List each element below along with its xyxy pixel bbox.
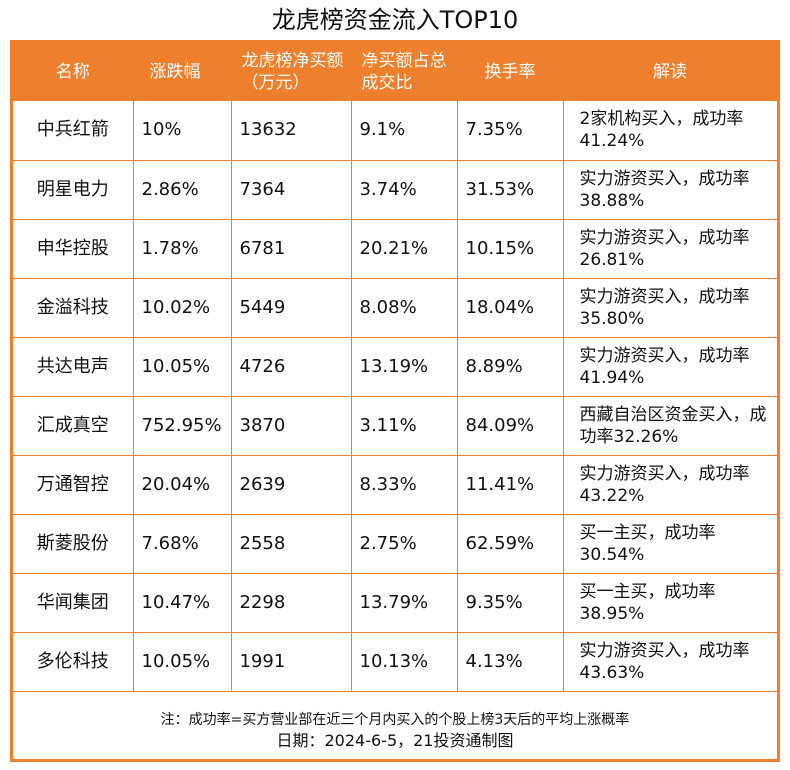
cell-name: 汇成真空 (13, 395, 134, 456)
cell-change: 10.05% (132, 336, 232, 397)
cell-change: 20.04% (132, 454, 232, 515)
table-row: 汇成真空 752.95% 3870 3.11% 84.09% 西藏自治区资金买入，成功率3… (13, 395, 777, 456)
cell-change: 10.05% (132, 631, 232, 692)
cell-change: 10.02% (132, 277, 232, 338)
date-line: 日期：2024-6-5，21投资通制图 (276, 731, 514, 750)
cell-change: 10% (132, 101, 232, 161)
cell-name: 明星电力 (13, 159, 134, 220)
table-row: 共达电声 10.05% 4726 13.19% 8.89% 实力游资买入，成功率41.94… (13, 336, 777, 397)
cell-name: 多伦科技 (13, 631, 134, 692)
cell-ratio: 20.21% (350, 218, 458, 279)
table-header: 名称 涨跌幅 龙虎榜净买额（万元） 净买额占总成交比 换手率 解读 (13, 43, 778, 101)
cell-net-buy: 6781 (230, 218, 352, 279)
table-row: 多伦科技 10.05% 1991 10.13% 4.13% 实力游资买入，成功率43.63… (13, 631, 777, 692)
header-ratio: 净买额占总成交比 (351, 43, 458, 101)
cell-turnover: 9.35% (456, 572, 564, 633)
cell-name: 华闻集团 (13, 572, 134, 633)
cell-name: 万通智控 (13, 454, 134, 515)
cell-ratio: 2.75% (350, 513, 458, 574)
cell-turnover: 7.35% (456, 101, 564, 161)
cell-change: 2.86% (132, 159, 232, 220)
table-row: 斯菱股份 7.68% 2558 2.75% 62.59% 买一主买，成功率30.54% (13, 513, 777, 574)
cell-turnover: 31.53% (456, 159, 564, 220)
table-body: 中兵红箭 10% 13632 9.1% 7.35% 2家机构买入，成功率41.24% 明星电… (13, 101, 777, 692)
table-row: 华闻集团 10.47% 2298 13.79% 9.35% 买一主买，成功率38.95% (13, 572, 777, 633)
cell-note: 西藏自治区资金买入，成功率32.26% (562, 395, 777, 456)
cell-net-buy: 2558 (230, 513, 352, 574)
cell-turnover: 11.41% (456, 454, 564, 515)
footer: 注：成功率=买方营业部在近三个月内买入的个股上榜3天后的平均上涨概率 日期：20… (13, 704, 777, 752)
header-change: 涨跌幅 (133, 43, 232, 101)
cell-net-buy: 13632 (230, 101, 352, 161)
table-frame: 名称 涨跌幅 龙虎榜净买额（万元） 净买额占总成交比 换手率 解读 中兵红箭 10… (10, 40, 780, 762)
cell-name: 金溢科技 (13, 277, 134, 338)
footnote: 注：成功率=买方营业部在近三个月内买入的个股上榜3天后的平均上涨概率 (160, 712, 630, 728)
cell-turnover: 10.15% (456, 218, 564, 279)
cell-name: 中兵红箭 (13, 101, 134, 161)
cell-note: 实力游资买入，成功率38.88% (562, 159, 777, 220)
cell-note: 实力游资买入，成功率43.63% (562, 631, 777, 692)
cell-net-buy: 2298 (230, 572, 352, 633)
table-row: 申华控股 1.78% 6781 20.21% 10.15% 实力游资买入，成功率26.81… (13, 218, 777, 279)
cell-ratio: 10.13% (350, 631, 458, 692)
cell-change: 7.68% (132, 513, 232, 574)
cell-turnover: 84.09% (456, 395, 564, 456)
table-row: 金溢科技 10.02% 5449 8.08% 18.04% 实力游资买入，成功率35.80… (13, 277, 777, 338)
header-turnover: 换手率 (457, 43, 564, 101)
cell-ratio: 13.19% (350, 336, 458, 397)
cell-net-buy: 2639 (230, 454, 352, 515)
cell-change: 1.78% (132, 218, 232, 279)
cell-name: 共达电声 (13, 336, 134, 397)
cell-ratio: 8.33% (350, 454, 458, 515)
header-name: 名称 (13, 43, 134, 101)
cell-name: 斯菱股份 (13, 513, 134, 574)
table-row: 万通智控 20.04% 2639 8.33% 11.41% 实力游资买入，成功率43.22… (13, 454, 777, 515)
cell-net-buy: 4726 (230, 336, 352, 397)
cell-ratio: 13.79% (350, 572, 458, 633)
cell-turnover: 4.13% (456, 631, 564, 692)
cell-note: 2家机构买入，成功率41.24% (562, 101, 777, 161)
cell-ratio: 9.1% (350, 101, 458, 161)
header-note: 解读 (563, 43, 778, 101)
header-net-buy: 龙虎榜净买额（万元） (231, 43, 352, 101)
cell-note: 买一主买，成功率38.95% (562, 572, 777, 633)
cell-note: 买一主买，成功率30.54% (562, 513, 777, 574)
cell-change: 752.95% (132, 395, 232, 456)
table-row: 中兵红箭 10% 13632 9.1% 7.35% 2家机构买入，成功率41.24% (13, 101, 777, 161)
cell-net-buy: 5449 (230, 277, 352, 338)
cell-turnover: 18.04% (456, 277, 564, 338)
cell-ratio: 3.74% (350, 159, 458, 220)
cell-ratio: 3.11% (350, 395, 458, 456)
cell-note: 实力游资买入，成功率43.22% (562, 454, 777, 515)
table-row: 明星电力 2.86% 7364 3.74% 31.53% 实力游资买入，成功率38.88% (13, 159, 777, 220)
cell-name: 申华控股 (13, 218, 134, 279)
cell-change: 10.47% (132, 572, 232, 633)
cell-ratio: 8.08% (350, 277, 458, 338)
cell-net-buy: 3870 (230, 395, 352, 456)
cell-net-buy: 7364 (230, 159, 352, 220)
cell-turnover: 8.89% (456, 336, 564, 397)
data-table: 名称 涨跌幅 龙虎榜净买额（万元） 净买额占总成交比 换手率 解读 中兵红箭 10… (13, 43, 778, 692)
cell-note: 实力游资买入，成功率41.94% (562, 336, 777, 397)
cell-net-buy: 1991 (230, 631, 352, 692)
page-title: 龙虎榜资金流入TOP10 (271, 6, 519, 34)
cell-note: 实力游资买入，成功率35.80% (562, 277, 777, 338)
cell-turnover: 62.59% (456, 513, 564, 574)
cell-note: 实力游资买入，成功率26.81% (562, 218, 777, 279)
